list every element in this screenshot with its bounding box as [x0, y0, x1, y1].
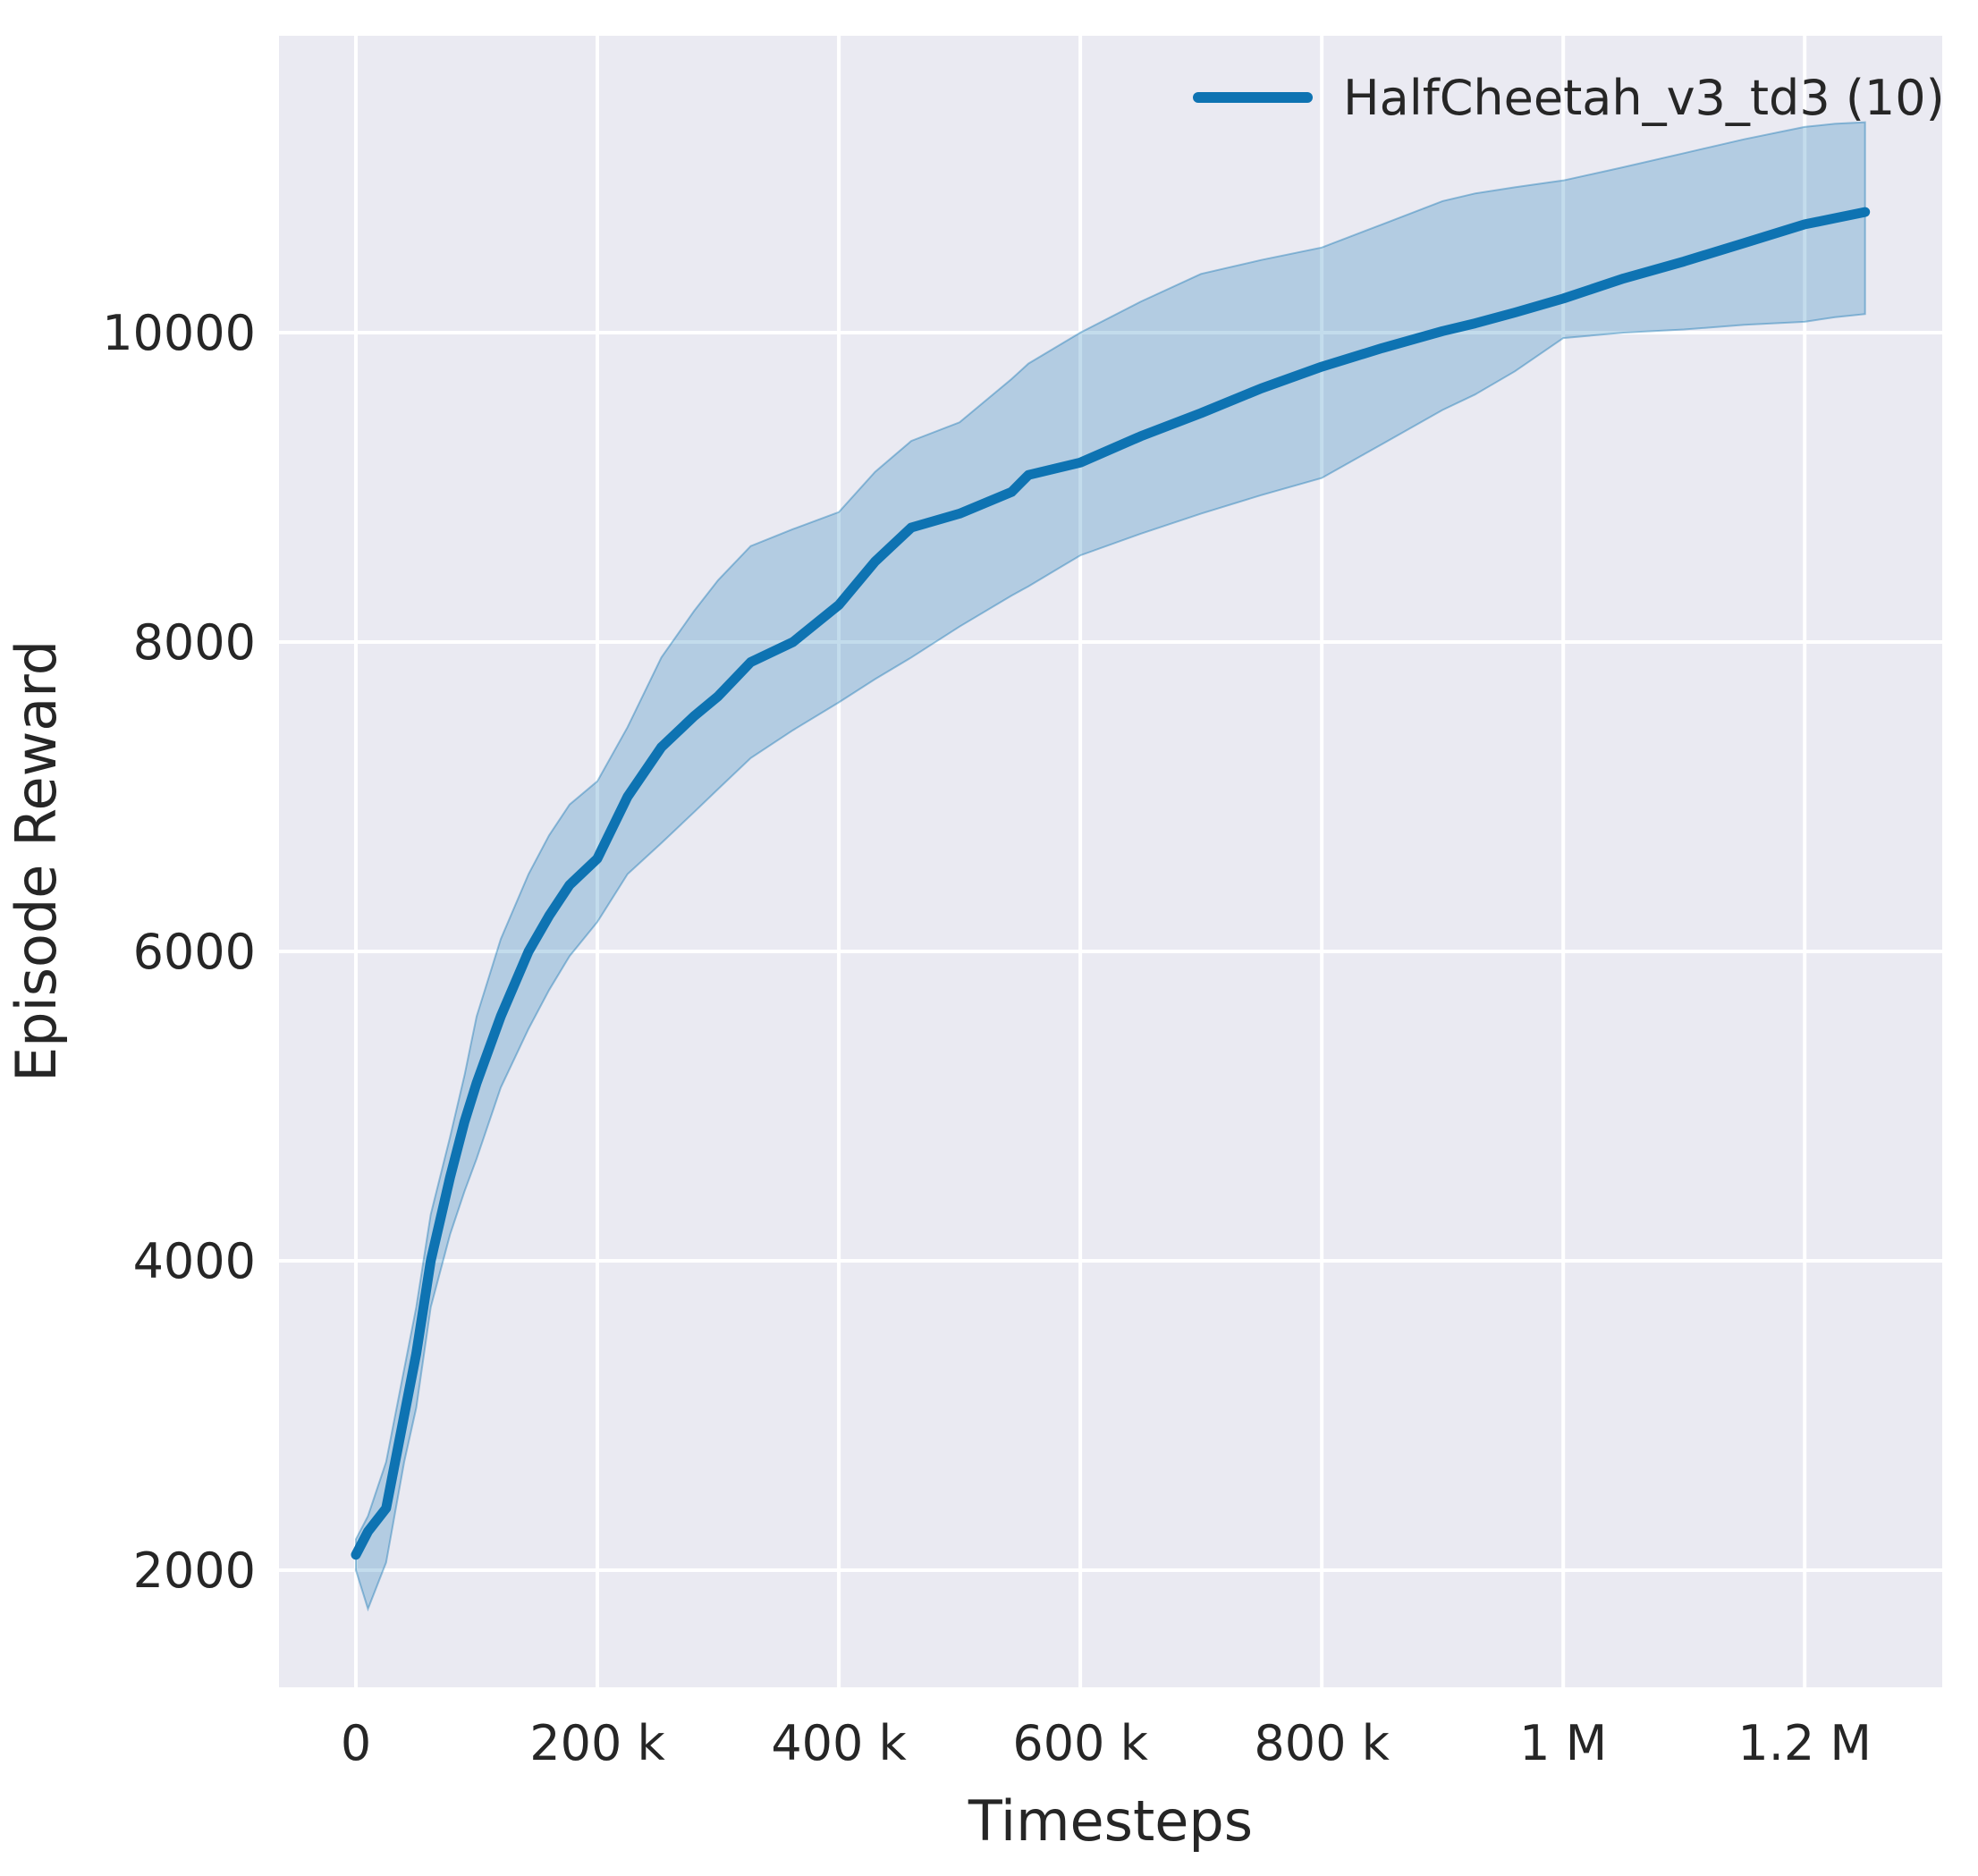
x-axis-label: Timesteps [968, 1788, 1253, 1854]
x-tick-label: 600 k [1012, 1715, 1148, 1771]
x-tick-label: 400 k [771, 1715, 907, 1771]
y-tick-label: 8000 [133, 614, 256, 671]
legend-label: HalfCheetah_v3_td3 (10) [1343, 70, 1945, 126]
confidence-band [355, 121, 1866, 1612]
y-axis-label: Episode Reward [4, 640, 69, 1082]
x-tick-labels: 0 200 k 400 k 600 k 800 k 1 M 1.2 M [341, 1715, 1872, 1771]
y-tick-label: 2000 [133, 1542, 256, 1599]
x-tick-label: 1.2 M [1737, 1715, 1872, 1771]
y-tick-label: 10000 [102, 305, 256, 361]
x-tick-label: 0 [341, 1715, 371, 1771]
mean-line [351, 207, 1871, 1560]
x-tick-label: 200 k [529, 1715, 665, 1771]
plot-area [279, 36, 1942, 1687]
y-tick-label: 6000 [133, 924, 256, 980]
x-tick-label: 800 k [1254, 1715, 1390, 1771]
x-tick-label: 1 M [1519, 1715, 1607, 1771]
legend: HalfCheetah_v3_td3 (10) [1193, 70, 1945, 126]
y-gridlines [279, 330, 1942, 1573]
y-tick-labels: 2000 4000 6000 8000 10000 [102, 305, 256, 1599]
y-tick-label: 4000 [133, 1233, 256, 1289]
